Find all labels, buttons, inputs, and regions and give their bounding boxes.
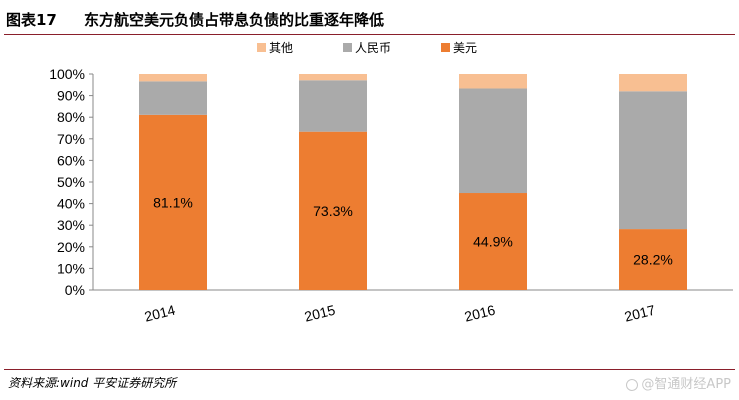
y-tick-label: 20% [57, 239, 85, 255]
bar-segment [299, 131, 367, 290]
stacked-bar-chart: 其他 人民币 美元 0% 10% 20% 30% 40% 50% 60% 70% 80% 90% 100%… [49, 41, 733, 325]
bar-segment [139, 81, 207, 115]
bar-segment [619, 91, 687, 230]
y-tick-label: 30% [57, 217, 85, 233]
bar-segment [459, 74, 527, 89]
bar-segment [139, 114, 207, 290]
y-tick-label: 70% [57, 131, 85, 147]
bar-segment [139, 74, 207, 82]
watermark: @智通财经APP [626, 373, 731, 392]
bar-segment [299, 80, 367, 132]
y-tick-label: 40% [57, 196, 85, 212]
y-tick-label: 80% [57, 109, 85, 125]
x-tick-label: 2015 [303, 302, 337, 325]
x-tick-label: 2017 [623, 302, 657, 325]
y-tick-label: 0% [65, 282, 85, 298]
y-tick-label: 10% [57, 260, 85, 276]
bar-data-label: 81.1% [153, 194, 193, 210]
bar-data-label: 28.2% [633, 252, 673, 268]
bar-data-label: 73.3% [313, 203, 353, 219]
y-tick-label: 60% [57, 152, 85, 168]
x-tick-label: 2016 [463, 302, 497, 325]
figure-title: 东方航空美元负债占带息负债的比重逐年降低 [84, 11, 385, 29]
bar-data-label: 44.9% [473, 234, 513, 250]
watermark-logo-icon [626, 378, 639, 391]
y-tick-label: 90% [57, 88, 85, 104]
y-tick-label: 50% [57, 174, 85, 190]
figure-header: 图表17 东方航空美元负债占带息负债的比重逐年降低 [0, 0, 739, 36]
source-note: 资料来源:wind 平安证券研究所 [8, 376, 177, 390]
legend-label: 人民币 [355, 41, 391, 55]
legend-swatch [441, 43, 450, 52]
watermark-text: @智通财经APP [641, 377, 731, 392]
legend-swatch [257, 43, 266, 52]
top-rule [4, 34, 735, 35]
bar-segment [459, 88, 527, 194]
legend-label: 美元 [453, 41, 477, 55]
figure-number: 图表17 [6, 11, 57, 29]
bar-segment [619, 229, 687, 290]
legend-swatch [343, 43, 352, 52]
bar-segment [619, 74, 687, 92]
bottom-rule [4, 369, 735, 370]
x-tick-label: 2014 [143, 302, 177, 325]
bar-segment [299, 74, 367, 81]
y-tick-label: 100% [49, 66, 85, 82]
legend-label: 其他 [269, 41, 293, 55]
bar-segment [459, 193, 527, 290]
